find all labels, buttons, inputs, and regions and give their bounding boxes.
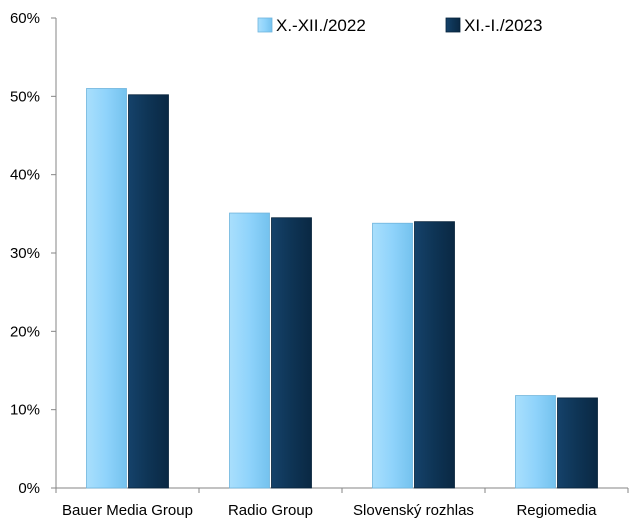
bar-x-xii-2022-3	[515, 395, 556, 489]
legend-swatch	[257, 17, 273, 33]
legend-label: XI.-I./2023	[464, 16, 542, 35]
x-tick-label: Slovenský rozhlas	[353, 502, 474, 519]
legend: X.-XII./2022 XI.-I./2023	[257, 16, 542, 35]
bar-xi-i-2023-1	[271, 217, 312, 489]
bar-x-xii-2022-2	[372, 222, 413, 489]
x-axis-tick-labels: Bauer Media Group Radio Group Slovenský ro…	[62, 502, 597, 519]
bar-x-xii-2022-0	[86, 88, 127, 489]
bar-xi-i-2023-2	[414, 221, 455, 489]
y-tick-label: 50%	[10, 88, 40, 105]
bars	[86, 88, 598, 489]
y-tick-label: 20%	[10, 323, 40, 340]
bar-xi-i-2023-3	[557, 397, 598, 489]
x-tick-label: Bauer Media Group	[62, 502, 193, 519]
y-tick-label: 30%	[10, 245, 40, 262]
legend-swatch	[445, 17, 461, 33]
bar-x-xii-2022-1	[229, 212, 270, 489]
y-tick-label: 0%	[18, 480, 40, 497]
y-tick-label: 10%	[10, 402, 40, 419]
legend-label: X.-XII./2022	[276, 16, 366, 35]
x-tick-label: Radio Group	[228, 502, 313, 519]
bar-xi-i-2023-0	[128, 94, 169, 489]
y-tick-label: 60%	[10, 10, 40, 27]
x-tick-label: Regiomedia	[516, 502, 597, 519]
y-axis-tick-labels: 0% 10% 20% 30% 40% 50% 60%	[10, 10, 40, 497]
y-tick-label: 40%	[10, 167, 40, 184]
